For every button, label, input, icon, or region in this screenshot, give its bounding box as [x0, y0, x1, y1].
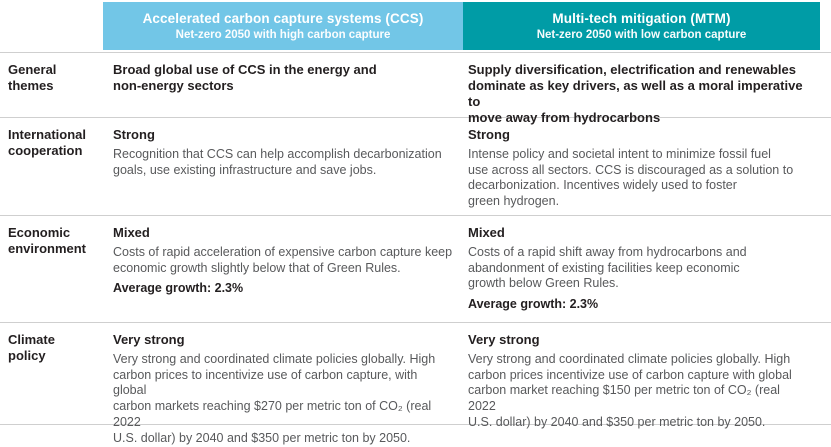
table-row-international-cooperation: International cooperation Strong Recogni…: [0, 117, 831, 215]
row-label: Economic environment: [8, 225, 87, 256]
cell-ccs: Broad global use of CCS in the energy an…: [113, 53, 468, 126]
cell-text: Very strong and coordinated climate poli…: [113, 351, 436, 445]
cell-text: Costs of rapid acceleration of expensive…: [113, 244, 453, 275]
cell-ccs: Very strong Very strong and coordinated …: [113, 323, 468, 447]
ccs-title: Accelerated carbon capture systems (CCS): [142, 11, 424, 26]
cell-text: Recognition that CCS can help accomplish…: [113, 146, 442, 177]
column-header-mtm: Multi-tech mitigation (MTM) Net-zero 205…: [463, 2, 820, 50]
table-body: General themes Broad global use of CCS i…: [0, 52, 831, 445]
cell-rating: Strong: [468, 127, 510, 142]
row-label: General themes: [8, 62, 57, 93]
cell-text: Broad global use of CCS in the energy an…: [113, 62, 377, 93]
row-label: International cooperation: [8, 127, 87, 158]
cell-ccs: Strong Recognition that CCS can help acc…: [113, 118, 468, 215]
cell-mtm: Mixed Costs of a rapid shift away from h…: [468, 216, 820, 322]
cell-rating: Mixed: [113, 225, 150, 240]
cell-rating: Strong: [113, 127, 155, 142]
cell-text: Supply diversification, electrification …: [468, 62, 803, 125]
cell-text: Very strong and coordinated climate poli…: [468, 351, 792, 429]
cell-rating: Mixed: [468, 225, 505, 240]
cell-growth: Average growth: 2.3%: [113, 281, 244, 296]
table-row-general-themes: General themes Broad global use of CCS i…: [0, 52, 831, 125]
cell-mtm: Supply diversification, electrification …: [468, 53, 820, 126]
cell-text: Costs of a rapid shift away from hydroca…: [468, 244, 747, 291]
cell-mtm: Very strong Very strong and coordinated …: [468, 323, 820, 447]
cell-mtm: Strong Intense policy and societal inten…: [468, 118, 820, 215]
cell-rating: Very strong: [468, 332, 540, 347]
table-row-economic-environment: Economic environment Mixed Costs of rapi…: [0, 215, 831, 322]
column-header-ccs: Accelerated carbon capture systems (CCS)…: [103, 2, 463, 50]
row-label: Climate policy: [8, 332, 55, 363]
mtm-title: Multi-tech mitigation (MTM): [552, 11, 731, 26]
mtm-subtitle: Net-zero 2050 with low carbon capture: [536, 29, 747, 41]
table-row-climate-policy: Climate policy Very strong Very strong a…: [0, 322, 831, 445]
cell-rating: Very strong: [113, 332, 185, 347]
column-headers: Accelerated carbon capture systems (CCS)…: [103, 2, 820, 50]
cell-ccs: Mixed Costs of rapid acceleration of exp…: [113, 216, 468, 322]
ccs-subtitle: Net-zero 2050 with high carbon capture: [175, 29, 391, 41]
cell-text: Intense policy and societal intent to mi…: [468, 146, 794, 209]
cell-growth: Average growth: 2.3%: [468, 297, 599, 312]
